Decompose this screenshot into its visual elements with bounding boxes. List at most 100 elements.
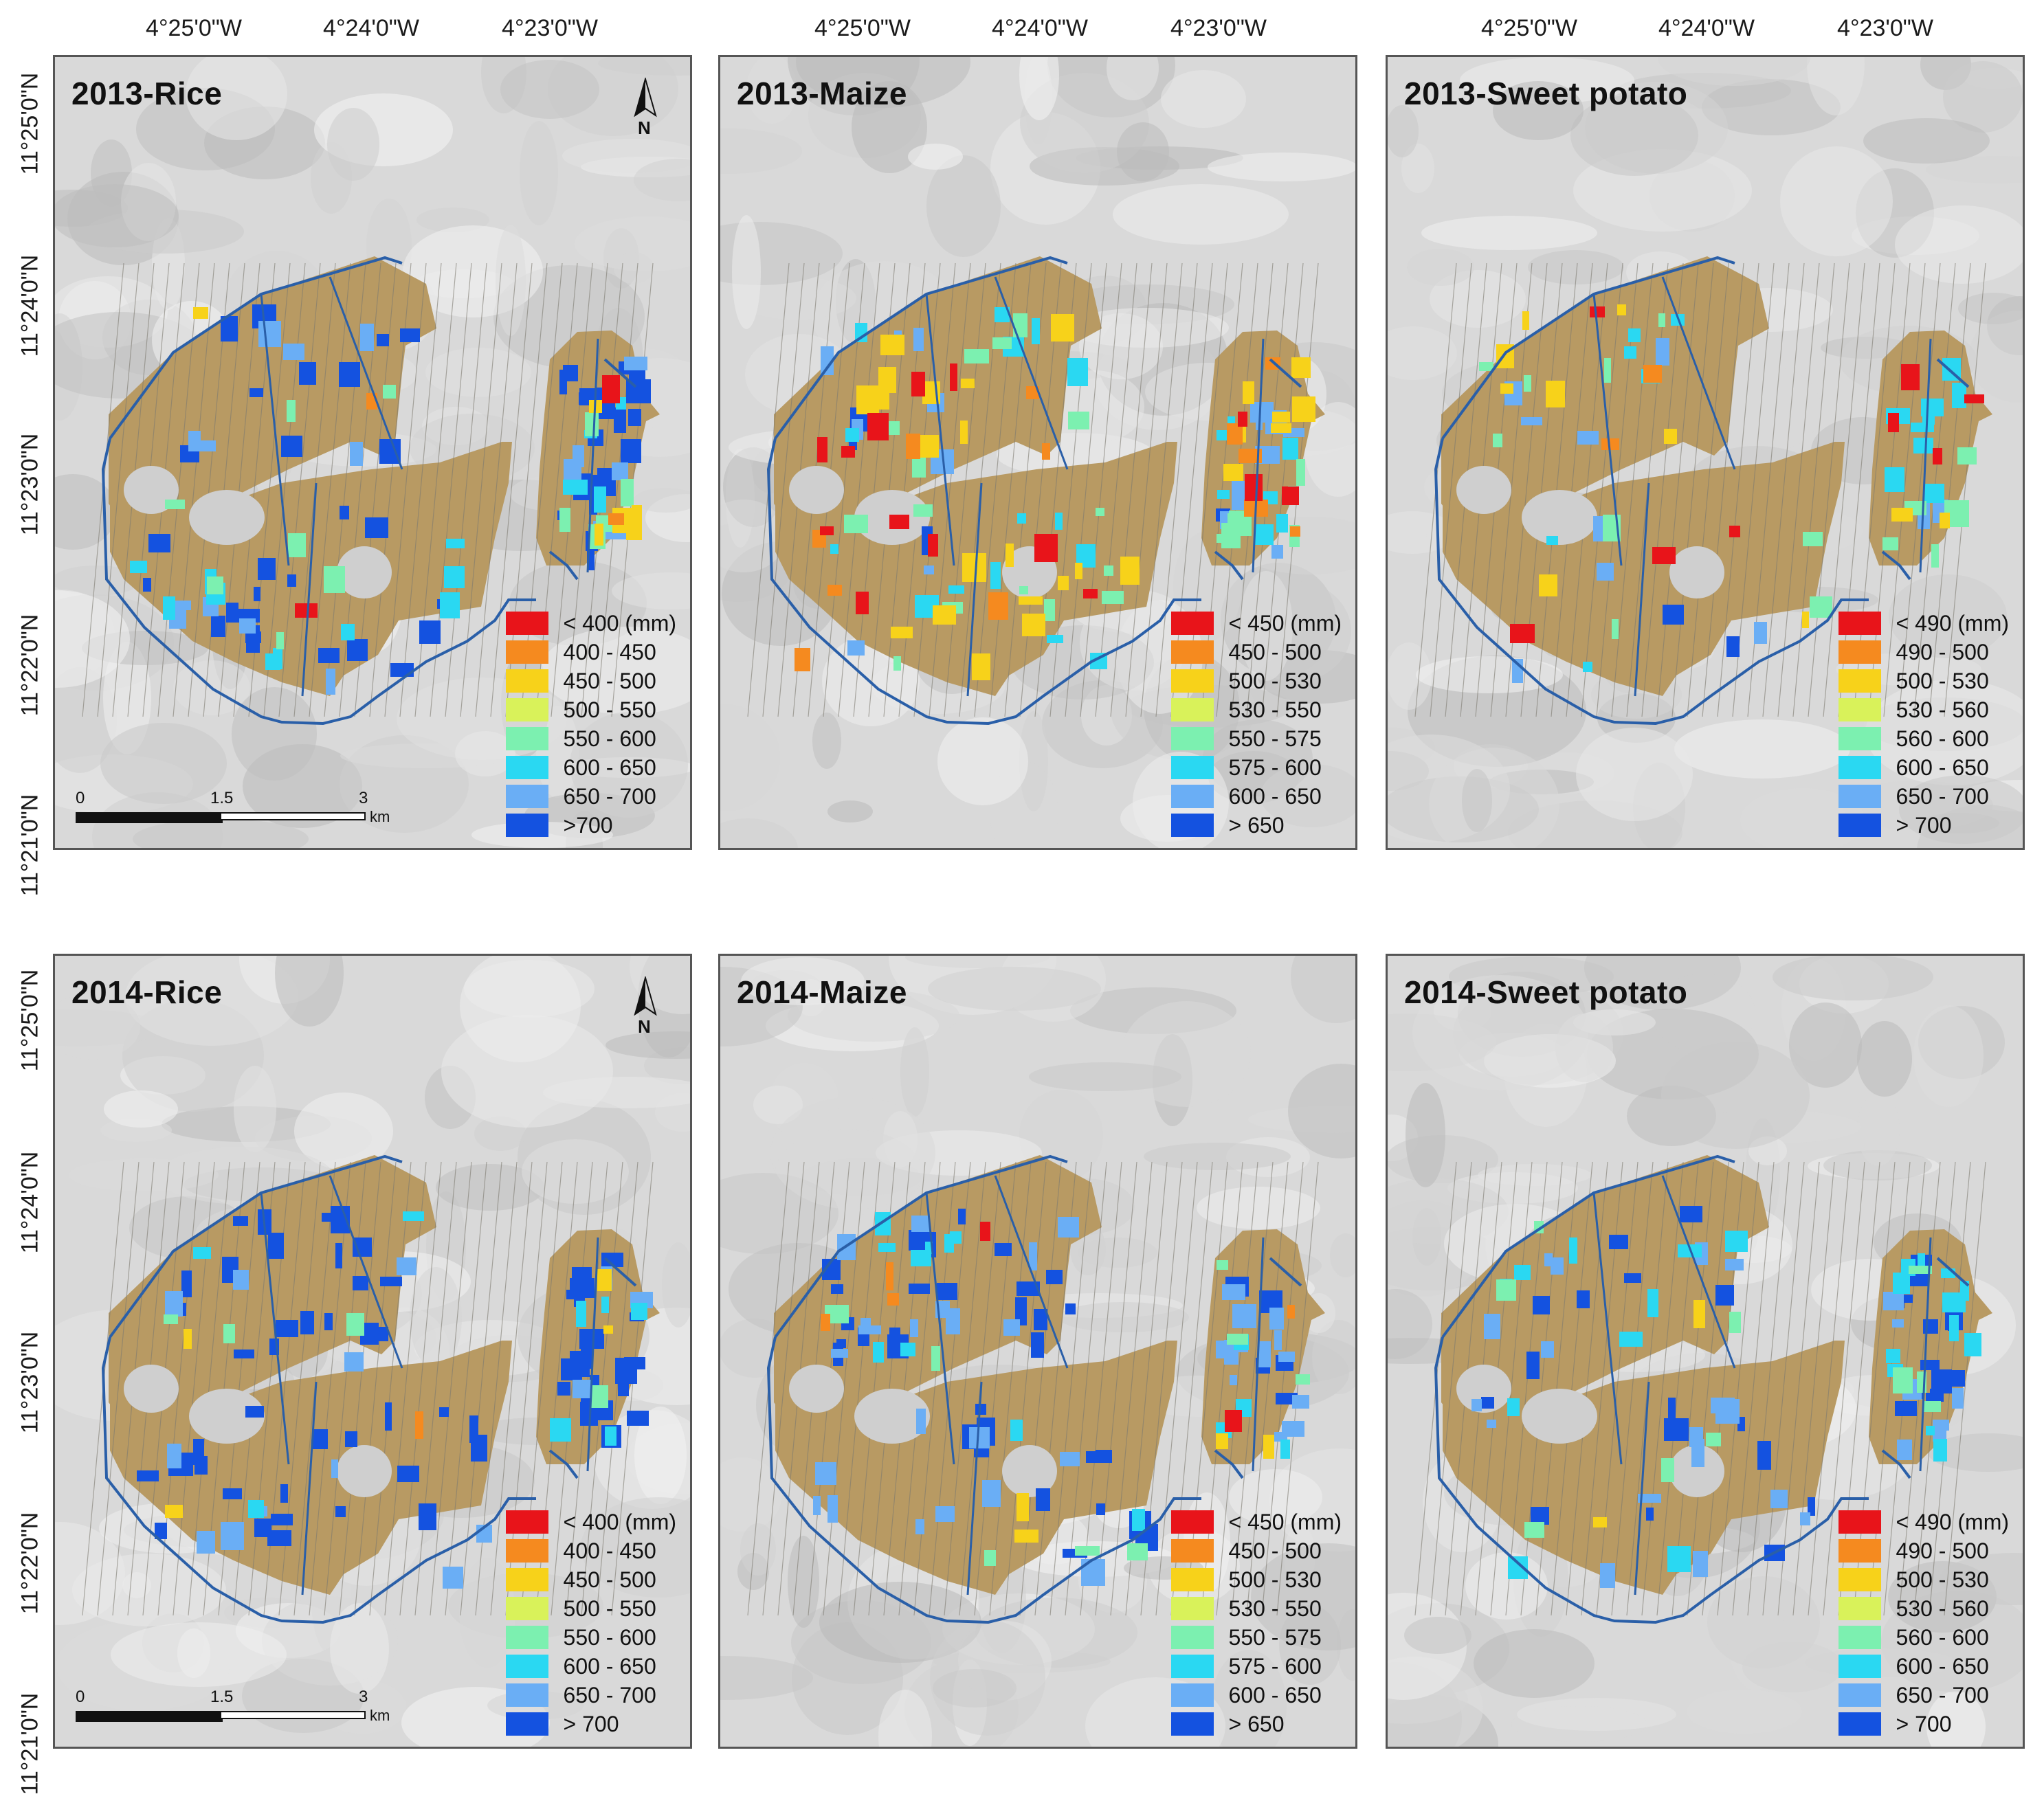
legend-row: < 490 (mm) (1838, 609, 2009, 638)
water-use-patch-red (1510, 624, 1535, 643)
water-use-patch-cyan (1055, 513, 1063, 530)
legend-swatch (1838, 756, 1881, 779)
terrain-texture (1807, 57, 1865, 115)
grid-line (1929, 262, 1971, 717)
terrain-texture (1251, 1543, 1355, 1650)
water-use-patch-green (324, 566, 345, 593)
grid-line (1216, 1161, 1258, 1616)
terrain-texture (1330, 1233, 1355, 1277)
grid-line (1535, 262, 1578, 717)
legend-row: < 400 (mm) (505, 1508, 676, 1536)
water-use-patch-orange (1227, 423, 1243, 445)
legend-swatch (505, 814, 548, 837)
legend-swatch (1170, 785, 1214, 808)
village-area (124, 1365, 179, 1413)
water-use-patch-orange (886, 1262, 893, 1290)
water-use-patch-lightblue (197, 1531, 215, 1554)
legend-swatch (1170, 1539, 1214, 1563)
water-use-patch-blue (1481, 1397, 1494, 1409)
water-use-patch-yellow (184, 1329, 192, 1349)
water-use-patch-lightblue (847, 640, 865, 656)
legend-row: 560 - 600 (1838, 724, 2009, 753)
grid-line (1687, 1161, 1729, 1616)
water-use-patch-green (164, 1314, 178, 1324)
water-use-patch-lightblue (1770, 1490, 1788, 1508)
village-area (854, 1389, 930, 1444)
water-use-patch-lightblue (1521, 417, 1542, 425)
terrain-texture (819, 1582, 981, 1663)
grid-line (1671, 1161, 1714, 1616)
terrain-texture (1421, 216, 1597, 250)
irrigation-canal (301, 482, 318, 697)
terrain-texture (634, 488, 690, 513)
terrain-texture (796, 57, 970, 108)
legend-label: < 450 (mm) (1228, 1509, 1342, 1534)
water-use-patch-blue (258, 558, 276, 580)
grid-line (1823, 1161, 1865, 1616)
terrain-texture (1702, 79, 1841, 135)
water-use-patch-green (621, 479, 634, 506)
water-use-patch-yellow (933, 605, 956, 625)
water-use-patch-lightblue (1222, 1284, 1245, 1300)
grid-line (475, 262, 518, 717)
water-use-patch-blue (601, 1253, 623, 1267)
terrain-texture (1144, 1143, 1291, 1170)
terrain-texture (1857, 1021, 1912, 1097)
water-use-patch-green (1893, 1367, 1913, 1393)
legend-swatch (1838, 1683, 1881, 1707)
terrain-texture (720, 1656, 813, 1700)
water-use-patch-red (1933, 448, 1942, 464)
water-use-patch-green (585, 412, 599, 436)
water-use-patch-lightblue (1029, 1242, 1037, 1270)
water-use-patch-blue (1031, 1332, 1044, 1358)
legend-row: 450 - 500 (1170, 638, 1342, 667)
terrain-texture (720, 128, 802, 174)
terrain-texture (520, 121, 558, 225)
water-use-patch-green (1604, 358, 1611, 383)
water-use-patch-cyan (163, 596, 175, 620)
water-use-patch-blue (1920, 1360, 1940, 1370)
water-use-patch-blue (1737, 1417, 1745, 1431)
water-use-patch-cyan (601, 1297, 609, 1313)
water-use-patch-lightblue (1725, 1259, 1744, 1270)
legend-label: 600 - 650 (1896, 754, 1989, 780)
water-use-patch-yellow (193, 307, 208, 319)
scale-segment (220, 812, 366, 820)
legend: < 490 (mm) 490 - 500 500 - 530 530 - 560 560… (1838, 609, 2009, 840)
grid-line (309, 262, 351, 717)
water-use-patch-red (295, 603, 318, 618)
legend-row: 500 - 530 (1170, 667, 1342, 695)
water-use-patch-cyan (446, 539, 465, 548)
water-use-patch-lightblue (935, 1506, 955, 1522)
water-use-patch-green (1803, 532, 1823, 546)
irrigation-canal (925, 1192, 955, 1465)
scale-tick-label: 0 (76, 789, 85, 807)
water-use-patch-blue (1624, 1273, 1641, 1283)
legend-row: 650 - 700 (505, 1681, 676, 1710)
water-use-patch-yellow (1058, 576, 1069, 590)
water-use-patch-yellow (1539, 574, 1557, 596)
terrain-texture (634, 159, 690, 201)
terrain-texture (410, 1267, 462, 1369)
grid-line (1611, 1161, 1654, 1616)
water-use-patch-blue (299, 362, 316, 385)
terrain-texture (1895, 205, 2023, 284)
map-canvas (1388, 956, 2023, 1747)
legend-swatch (505, 1597, 548, 1620)
water-use-patch-green (1658, 313, 1665, 327)
scale-tick-label: 1.5 (210, 1688, 234, 1706)
lon-label: 4°24'0"W (992, 15, 1088, 41)
water-use-patch-green (1810, 596, 1832, 618)
water-use-patch-blue (1923, 1319, 1938, 1334)
water-use-patch-blue (281, 436, 302, 457)
water-use-patch-lightblue (1484, 1314, 1500, 1339)
legend-swatch (505, 1510, 548, 1534)
terrain-texture (1407, 249, 1474, 286)
water-use-patch-green (913, 504, 933, 517)
terrain-texture (1401, 144, 1434, 193)
water-use-patch-cyan (873, 1342, 884, 1363)
water-use-patch-yellow (1075, 563, 1082, 579)
terrain-texture (1416, 656, 1563, 693)
terrain-texture (581, 1497, 690, 1598)
water-use-patch-yellow (1802, 612, 1809, 628)
